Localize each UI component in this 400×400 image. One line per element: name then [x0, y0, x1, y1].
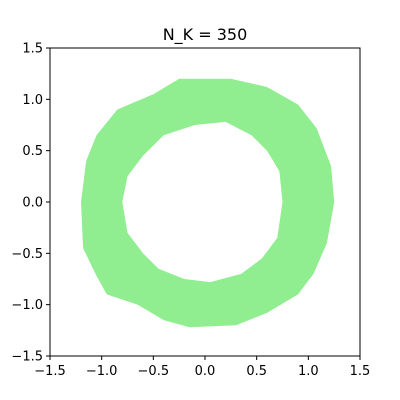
x-tick-label: 1.0 [298, 364, 319, 379]
y-tick-label: −1.5 [11, 350, 43, 365]
y-tick-label: −1.0 [11, 298, 43, 313]
y-axis: −1.5 −1.0 −0.5 0.0 0.5 1.0 1.5 [11, 42, 50, 365]
x-axis: −1.5 −1.0 −0.5 0.0 0.5 1.0 1.5 [34, 356, 370, 379]
y-tick-label: −0.5 [11, 247, 43, 262]
plot-area [81, 78, 335, 328]
x-tick-label: −0.5 [138, 364, 170, 379]
annulus-region [81, 78, 335, 328]
x-tick-label: −1.5 [34, 364, 66, 379]
x-tick-label: −1.0 [86, 364, 118, 379]
y-tick-label: 1.5 [22, 42, 43, 57]
y-tick-label: 1.0 [22, 93, 43, 108]
x-tick-label: 0.5 [246, 364, 267, 379]
y-tick-label: 0.5 [22, 144, 43, 159]
x-tick-label: 1.5 [350, 364, 371, 379]
y-tick-label: 0.0 [22, 196, 43, 211]
x-tick-label: 0.0 [195, 364, 216, 379]
chart-title: N_K = 350 [163, 25, 248, 45]
